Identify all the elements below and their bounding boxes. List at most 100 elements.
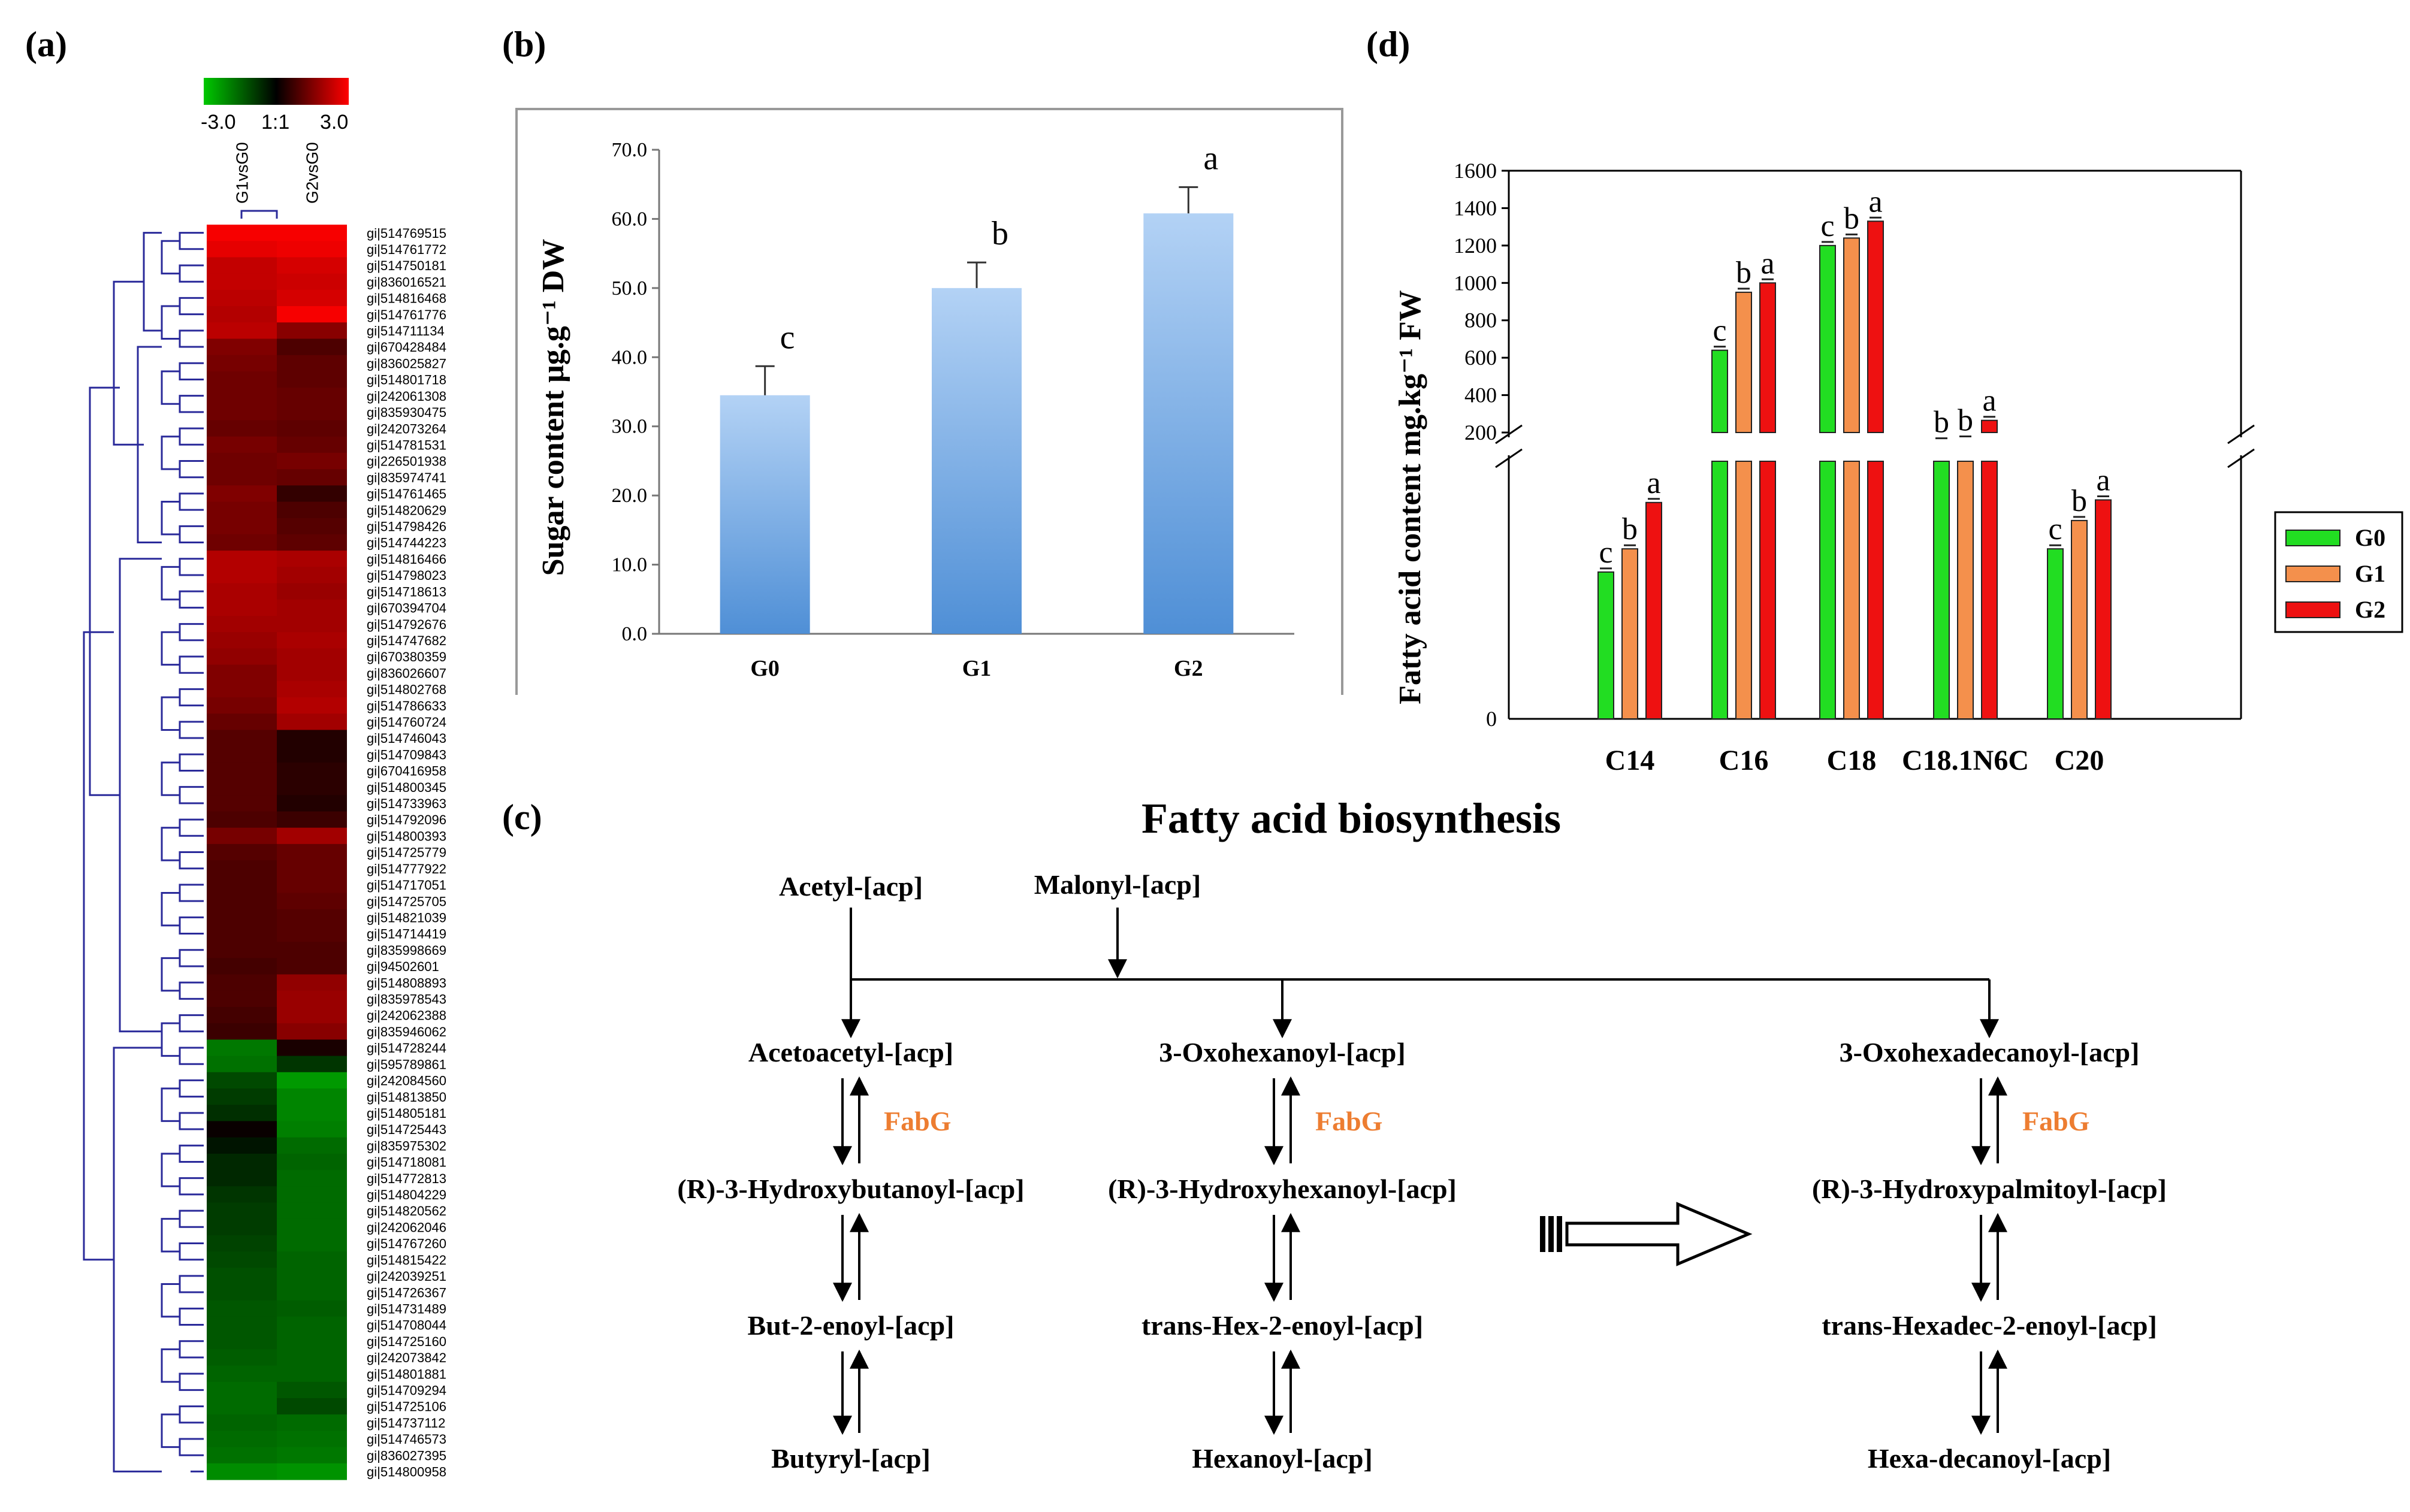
heatmap-cell: [207, 779, 277, 796]
panel-label-b: (b): [502, 25, 546, 64]
dendrogram-branch: [161, 696, 180, 731]
pathway-node: (R)-3-Hydroxyhexanoyl-[acp]: [1108, 1174, 1457, 1204]
dendrogram-branch: [179, 851, 191, 870]
panel-label-c: (c): [502, 797, 542, 837]
heatmap-cell: [277, 1186, 347, 1203]
gene-label: gi|836027395: [367, 1448, 446, 1463]
heatmap-cell: [277, 779, 347, 796]
heatmap-cell: [207, 1268, 277, 1285]
fa-bar: [2071, 519, 2088, 720]
gene-label: gi|242039251: [367, 1269, 446, 1284]
fa-significance-letter: a: [1647, 466, 1660, 500]
dendrogram-branch: [161, 370, 180, 405]
heatmap-cell: [277, 1235, 347, 1252]
heatmap-cell: [207, 843, 277, 861]
gene-label: gi|835946062: [367, 1024, 446, 1039]
heatmap-cell: [277, 811, 347, 828]
heatmap-cell: [277, 1006, 347, 1024]
gene-label: gi|835975302: [367, 1138, 446, 1153]
gene-label: gi|514725443: [367, 1122, 446, 1137]
dendrogram-branch: [161, 1348, 180, 1383]
dendrogram-branch: [179, 1372, 191, 1391]
gene-label: gi|670394704: [367, 601, 446, 616]
gene-label: gi|514709294: [367, 1383, 446, 1398]
heatmap-cell: [207, 860, 277, 877]
pathway-node: But-2-enoyl-[acp]: [748, 1310, 955, 1341]
fa-axis-break-mark: [2227, 448, 2255, 468]
gene-label: gi|514725160: [367, 1334, 446, 1349]
heatmap-cell: [207, 1284, 277, 1301]
gene-label: gi|835974741: [367, 470, 446, 485]
dendrogram-branch: [179, 786, 191, 805]
heatmap-cell: [207, 1105, 277, 1122]
dendrogram-branch: [179, 1242, 191, 1261]
heatmap-cell: [207, 322, 277, 340]
heatmap-cell: [207, 974, 277, 991]
heatmap-cell: [277, 1218, 347, 1236]
heatmap-cell: [207, 942, 277, 958]
heatmap-cell: [207, 1121, 277, 1138]
gene-label: gi|514708044: [367, 1318, 446, 1333]
dendrogram-branch: [161, 957, 180, 992]
pathway-node: Acetoacetyl-[acp]: [748, 1037, 953, 1068]
heatmap-cell: [277, 648, 347, 666]
gene-label: gi|242073264: [367, 421, 446, 436]
heatmap-cell: [277, 501, 347, 519]
heatmap-cell: [207, 485, 277, 503]
fa-x-tick-label: C20: [2055, 745, 2104, 773]
heatmap-cell: [277, 1463, 347, 1480]
heatmap-cell: [207, 958, 277, 975]
heatmap-cell: [207, 1365, 277, 1383]
scale-max-label: 3.0: [320, 111, 348, 134]
gene-label: gi|514718081: [367, 1155, 446, 1170]
dendrogram-branch: [179, 1177, 191, 1196]
dendrogram-branch: [179, 623, 191, 642]
sugar-bar: [720, 395, 810, 634]
heatmap-cell: [207, 827, 277, 845]
fa-x-tick-label: C18: [1827, 745, 1877, 773]
sugar-y-tick-label: 10.0: [612, 554, 648, 576]
heatmap-cell: [277, 420, 347, 437]
heatmap-cell: [207, 876, 277, 894]
heatmap-cell: [277, 355, 347, 372]
sugar-y-tick-label: 0.0: [622, 623, 648, 645]
dendrogram-branch: [179, 655, 191, 674]
gene-label: gi|670428484: [367, 340, 446, 355]
fa-bar-lower: [1867, 461, 1884, 719]
enzyme-label-fabg: FabG: [884, 1106, 951, 1136]
heatmap-cell: [277, 534, 347, 551]
heatmap-cell: [207, 388, 277, 404]
fa-bar-lower: [1843, 461, 1860, 719]
fa-bar-lower: [1711, 461, 1728, 719]
heatmap-cell: [207, 1218, 277, 1236]
fa-y-tick-label: 1000: [1454, 271, 1497, 295]
heatmap-cell: [207, 436, 277, 453]
gene-label: gi|514761772: [367, 242, 446, 257]
gene-label: gi|514718613: [367, 584, 446, 599]
dendrogram-branch: [179, 427, 191, 446]
gene-label: gi|514725106: [367, 1399, 446, 1414]
fa-bar: [2095, 499, 2112, 719]
heatmap-cell: [207, 1398, 277, 1415]
gene-label: gi|514798426: [367, 519, 446, 534]
heatmap-cell: [207, 925, 277, 942]
heatmap-cell: [277, 469, 347, 486]
heatmap-cell: [277, 1056, 347, 1073]
gene-label: gi|514792096: [367, 812, 446, 827]
pathway-node: trans-Hexadec-2-enoyl-[acp]: [1822, 1310, 2157, 1341]
pathway-node: Butyryl-[acp]: [771, 1443, 931, 1474]
heatmap-cell: [207, 599, 277, 616]
heatmap-cell: [277, 925, 347, 942]
scale-min-label: -3.0: [201, 111, 236, 134]
pathway-node: Hexanoyl-[acp]: [1192, 1443, 1373, 1474]
heatmap-cell: [277, 1251, 347, 1268]
gene-label: gi|514800393: [367, 828, 446, 843]
heatmap-cell: [277, 322, 347, 340]
gene-label: gi|242061308: [367, 389, 446, 404]
gene-label: gi|242062388: [367, 1008, 446, 1023]
fa-bar-lower: [1933, 461, 1950, 719]
fa-x-tick-label: C18.1N6C: [1902, 745, 2029, 773]
heatmap-cell: [207, 1333, 277, 1350]
sugar-significance-letter: a: [1203, 140, 1218, 177]
dendrogram-branch: [161, 1087, 180, 1122]
